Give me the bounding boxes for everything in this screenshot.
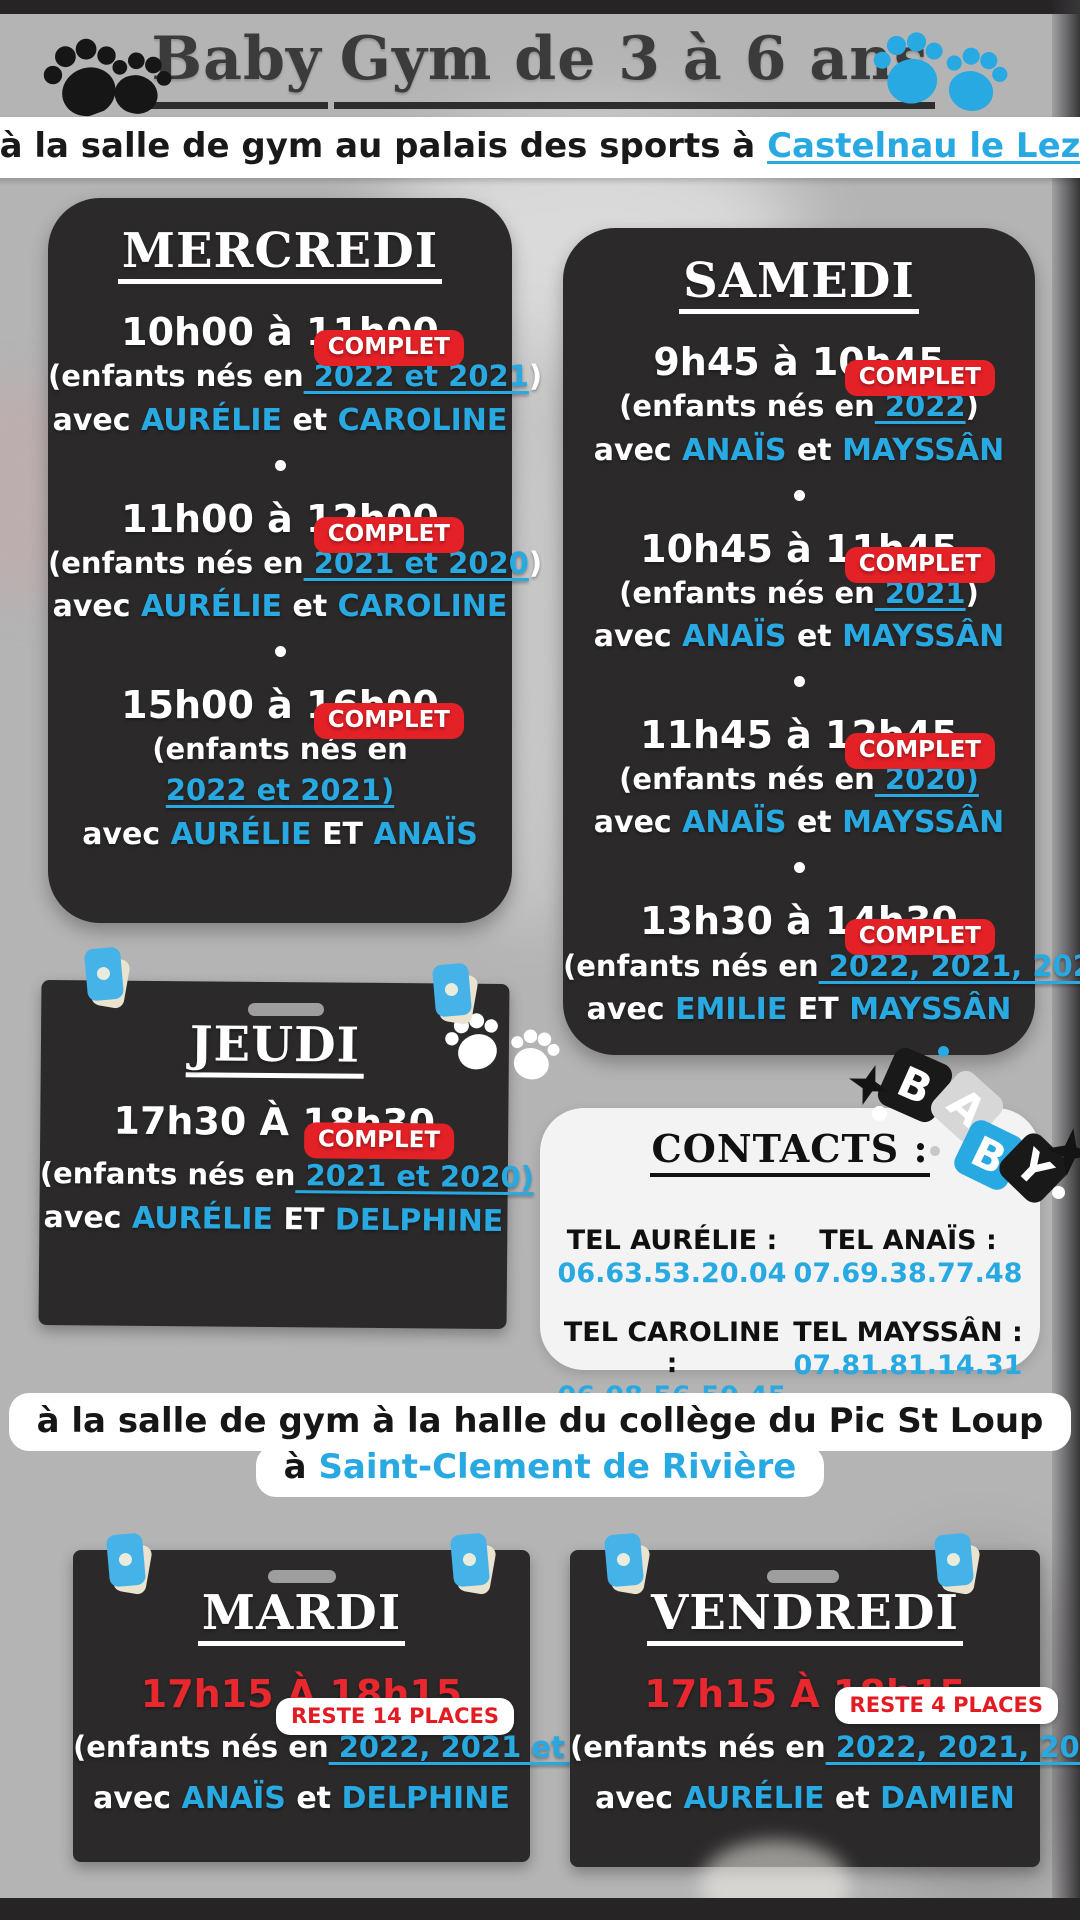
card-jeudi: JEUDI 17h30 À 18h30 COMPLET (enfants nés… [38, 979, 535, 1330]
photo-edge-right [1052, 0, 1080, 1920]
day-title-vendredi: VENDREDI [647, 1588, 963, 1647]
contact-label: TEL AURÉLIE : [566, 1224, 778, 1256]
time-slot: 13h30 à 14h30 COMPLET (enfants nés en 20… [563, 899, 1080, 1028]
slot-coaches: avec ANAÏS et MAYSSÂN [593, 619, 1005, 655]
photo-edge-top [0, 0, 1080, 14]
phone-number[interactable]: 07.81.81.14.31 [793, 1349, 1023, 1381]
contacts-card: CONTACTS : TEL AURÉLIE : 06.63.53.20.04 … [540, 1108, 1040, 1412]
time-slot: 17h15 À 18h15 RESTE 4 PLACES (enfants né… [570, 1672, 1080, 1817]
contact-entry: TEL ANAÏS : 07.69.38.77.48 [790, 1225, 1026, 1289]
card-mardi: MARDI 17h15 À 18h15 RESTE 14 PLACES (enf… [73, 1550, 669, 1862]
slot-coaches: avec ANAÏS et MAYSSÂN [593, 432, 1005, 468]
footprint-icon [504, 1026, 563, 1085]
slot-years: (enfants nés en 2021) [619, 575, 979, 610]
page-title-part2: Gym de 3 à 6 ans [333, 24, 935, 109]
status-badge: COMPLET [844, 546, 995, 583]
time-slot: 17h30 À 18h30 COMPLET (enfants nés en 20… [39, 1098, 535, 1240]
clip-icon [431, 962, 480, 1026]
slot-years: (enfants nés en 2022, 2021, 2020) [570, 1730, 1080, 1765]
time-slot: 11h45 à 12h45 COMPLET (enfants nés en 20… [563, 713, 1035, 842]
page-title: Baby Gym de 3 à 6 ans [0, 24, 1080, 109]
time-slot: 15h00 à 16h00 COMPLET (enfants nés en 20… [48, 683, 512, 854]
day-title-jeudi: JEUDI [185, 1016, 365, 1080]
contact-label: TEL ANAÏS : [819, 1224, 997, 1256]
day-title-mercredi: MERCREDI [117, 226, 443, 285]
contact-label: TEL MAYSSÂN : [793, 1316, 1023, 1348]
photo-edge-bottom [0, 1898, 1080, 1920]
time-slot: 10h45 à 11h45 COMPLET (enfants nés en 20… [563, 527, 1035, 656]
slot-separator-dot [793, 676, 805, 688]
venue1-text: à la salle de gym au palais des sports à [0, 126, 768, 166]
status-badge: COMPLET [844, 360, 995, 397]
venue2-line1: à la salle de gym à la halle du collège … [8, 1393, 1072, 1451]
clip-icon [449, 1532, 498, 1596]
phone-number[interactable]: 07.69.38.77.48 [793, 1257, 1023, 1289]
contacts-grid: TEL AURÉLIE : 06.63.53.20.04 TEL ANAÏS :… [540, 1225, 1040, 1412]
slot-separator-dot [793, 862, 805, 874]
slot-coaches: avec ANAÏS et MAYSSÂN [593, 805, 1005, 841]
clip-icon [83, 946, 132, 1010]
slot-years: (enfants nés en 2020) [619, 762, 979, 797]
time-slot: 17h15 À 18h15 RESTE 14 PLACES (enfants n… [73, 1672, 669, 1817]
venue2-banner: à la salle de gym à la halle du collège … [0, 1393, 1080, 1497]
slot-coaches: avec AURÉLIE et DAMIEN [595, 1780, 1015, 1816]
decor-dot [930, 1146, 940, 1156]
venue1-banner: à la salle de gym au palais des sports à… [0, 117, 1080, 178]
board-handle [248, 1003, 324, 1016]
slot-coaches: avec AURÉLIE et CAROLINE [52, 402, 508, 438]
slot-coaches: avec AURÉLIE ET DELPHINE [43, 1199, 504, 1239]
card-samedi: SAMEDI 9h45 à 10h45 COMPLET (enfants nés… [563, 228, 1080, 1055]
status-badge: COMPLET [844, 733, 995, 770]
clip-icon [933, 1532, 982, 1596]
decor-dot [1052, 1186, 1065, 1199]
slot-separator-dot [274, 646, 286, 658]
page-title-part1: Baby [145, 24, 328, 109]
status-badge: COMPLET [313, 516, 464, 553]
slot-separator-dot [274, 459, 286, 471]
clip-icon [603, 1532, 652, 1596]
slot-separator-dot [793, 489, 805, 501]
day-title-samedi: SAMEDI [679, 256, 919, 315]
status-badge: RESTE 14 PLACES [275, 1698, 514, 1736]
time-slot: 10h00 à 11h00 COMPLET (enfants nés en 20… [48, 310, 542, 439]
slot-years: 2022 et 2021) [165, 773, 395, 808]
phone-number[interactable]: 06.63.53.20.04 [557, 1257, 787, 1289]
card-mercredi: MERCREDI 10h00 à 11h00 COMPLET (enfants … [48, 198, 542, 923]
slot-coaches: avec EMILIE ET MAYSSÂN [586, 991, 1012, 1027]
venue2-city-link[interactable]: Saint-Clement de Rivière [318, 1447, 797, 1487]
slot-coaches: avec AURÉLIE et CAROLINE [52, 589, 508, 625]
contacts-title: CONTACTS : [649, 1126, 931, 1177]
status-badge: COMPLET [313, 703, 464, 740]
contact-label: TEL CAROLINE : [563, 1316, 781, 1379]
decor-dot [938, 1046, 949, 1057]
status-badge: COMPLET [844, 919, 995, 956]
clip-icon [105, 1532, 154, 1596]
contact-entry: TEL AURÉLIE : 06.63.53.20.04 [554, 1225, 790, 1289]
contact-entry: TEL MAYSSÂN : 07.81.81.14.31 [790, 1317, 1026, 1412]
status-badge: COMPLET [303, 1122, 455, 1160]
slot-coaches: avec AURÉLIE ET ANAÏS [82, 816, 478, 852]
time-slot: 9h45 à 10h45 COMPLET (enfants nés en 202… [563, 340, 1035, 469]
slot-years: (enfants nés en 2021 et 2020) [39, 1156, 535, 1195]
board-handle [268, 1570, 336, 1583]
board-handle [767, 1570, 839, 1583]
card-vendredi: VENDREDI 17h15 À 18h15 RESTE 4 PLACES (e… [570, 1550, 1080, 1867]
venue1-city-link[interactable]: Castelnau le Lez [767, 126, 1080, 166]
slot-coaches: avec ANAÏS et DELPHINE [93, 1780, 510, 1816]
status-badge: RESTE 4 PLACES [834, 1687, 1058, 1725]
status-badge: COMPLET [313, 330, 464, 367]
decor-dot [872, 1106, 887, 1121]
time-slot: 11h00 à 12h00 COMPLET (enfants nés en 20… [48, 497, 542, 626]
venue2-line2: à Saint-Clement de Rivière [255, 1445, 825, 1497]
day-title-mardi: MARDI [197, 1588, 406, 1647]
